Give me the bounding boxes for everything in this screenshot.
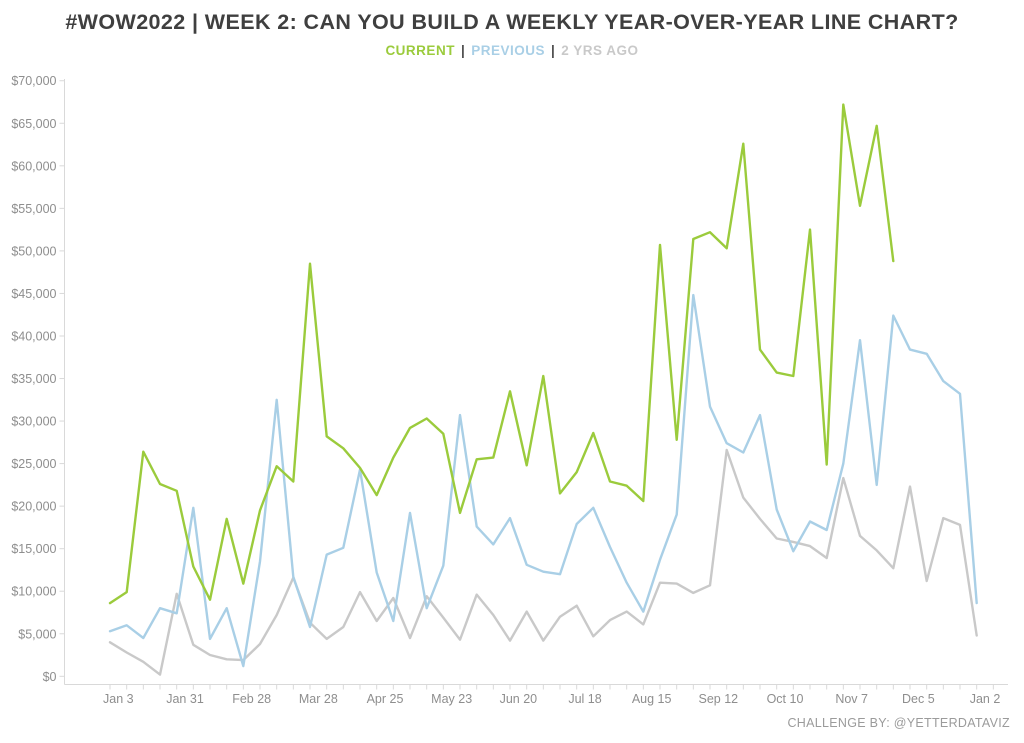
x-tick-label: Apr 25 <box>367 692 404 706</box>
x-tick-label: Jun 20 <box>500 692 538 706</box>
y-tick-label: $70,000 <box>11 74 56 88</box>
x-tick-label: Feb 28 <box>232 692 271 706</box>
y-tick-label: $35,000 <box>11 372 56 386</box>
legend-item-2-yrs-ago: 2 YRS AGO <box>561 43 639 58</box>
series-line-current <box>108 103 895 605</box>
legend-item-current: CURRENT <box>385 43 455 58</box>
legend-separator: | <box>551 43 556 58</box>
y-tick-label: $25,000 <box>11 457 56 471</box>
legend-separator: | <box>460 43 466 58</box>
x-tick-label: Dec 5 <box>902 692 935 706</box>
y-tick-label: $65,000 <box>11 117 56 131</box>
x-tick-label: Aug 15 <box>632 692 672 706</box>
y-tick-label: $60,000 <box>11 159 56 173</box>
x-tick-label: May 23 <box>431 692 472 706</box>
x-tick-label: Jul 18 <box>568 692 601 706</box>
y-tick-label: $10,000 <box>11 585 56 599</box>
series-line-previous <box>108 293 978 668</box>
y-tick-label: $30,000 <box>11 415 56 429</box>
y-tick-label: $5,000 <box>18 627 56 641</box>
y-tick-label: $0 <box>43 670 57 684</box>
y-tick-label: $40,000 <box>11 329 56 343</box>
chart-title: #WOW2022 | WEEK 2: CAN YOU BUILD A WEEKL… <box>65 10 959 34</box>
y-tick-label: $20,000 <box>11 500 56 514</box>
credit-text: CHALLENGE BY: @YETTERDATAVIZ <box>787 716 1010 730</box>
x-tick-label: Sep 12 <box>699 692 739 706</box>
x-tick-label: Oct 10 <box>767 692 804 706</box>
x-tick-label: Jan 2 <box>970 692 1001 706</box>
x-tick-label: Jan 3 <box>103 692 134 706</box>
x-tick-label: Mar 28 <box>299 692 338 706</box>
y-tick-label: $15,000 <box>11 542 56 556</box>
y-tick-label: $50,000 <box>11 244 56 258</box>
y-tick-label: $55,000 <box>11 202 56 216</box>
series-line-2-yrs-ago <box>108 448 978 676</box>
x-tick-label: Nov 7 <box>835 692 868 706</box>
y-tick-label: $45,000 <box>11 287 56 301</box>
legend-item-previous: PREVIOUS <box>471 43 545 58</box>
legend: CURRENT | PREVIOUS | 2 YRS AGO <box>0 43 1024 58</box>
x-tick-label: Jan 31 <box>166 692 204 706</box>
